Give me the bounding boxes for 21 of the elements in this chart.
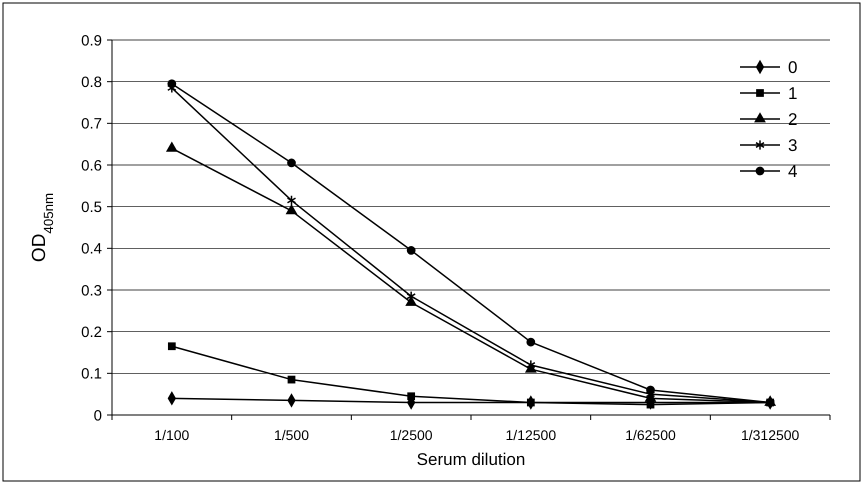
y-tick-label: 0.6 bbox=[81, 157, 102, 174]
x-tick-label: 1/312500 bbox=[740, 427, 800, 443]
y-tick-label: 0.7 bbox=[81, 116, 102, 133]
y-tick-label: 0 bbox=[94, 407, 102, 424]
legend-label: 3 bbox=[788, 136, 798, 155]
legend-label: 4 bbox=[788, 162, 798, 181]
legend-label: 1 bbox=[788, 84, 798, 103]
x-tick-label: 1/62500 bbox=[625, 427, 676, 443]
y-tick-label: 0.3 bbox=[81, 282, 102, 300]
y-tick-label: 0.9 bbox=[81, 32, 102, 50]
x-tick-label: 1/100 bbox=[154, 427, 190, 443]
legend-label: 0 bbox=[788, 58, 798, 77]
x-tick-label: 1/2500 bbox=[390, 427, 433, 443]
x-tick-label: 1/12500 bbox=[506, 427, 556, 443]
x-tick-label: 1/500 bbox=[274, 427, 310, 443]
y-tick-label: 0.1 bbox=[81, 366, 102, 383]
y-tick-label: 0.2 bbox=[81, 324, 102, 341]
y-tick-label: 0.5 bbox=[81, 198, 102, 216]
y-tick-label: 0.4 bbox=[81, 240, 102, 258]
x-axis-title: Serum dilution bbox=[416, 450, 526, 469]
y-tick-label: 0.8 bbox=[81, 74, 102, 91]
